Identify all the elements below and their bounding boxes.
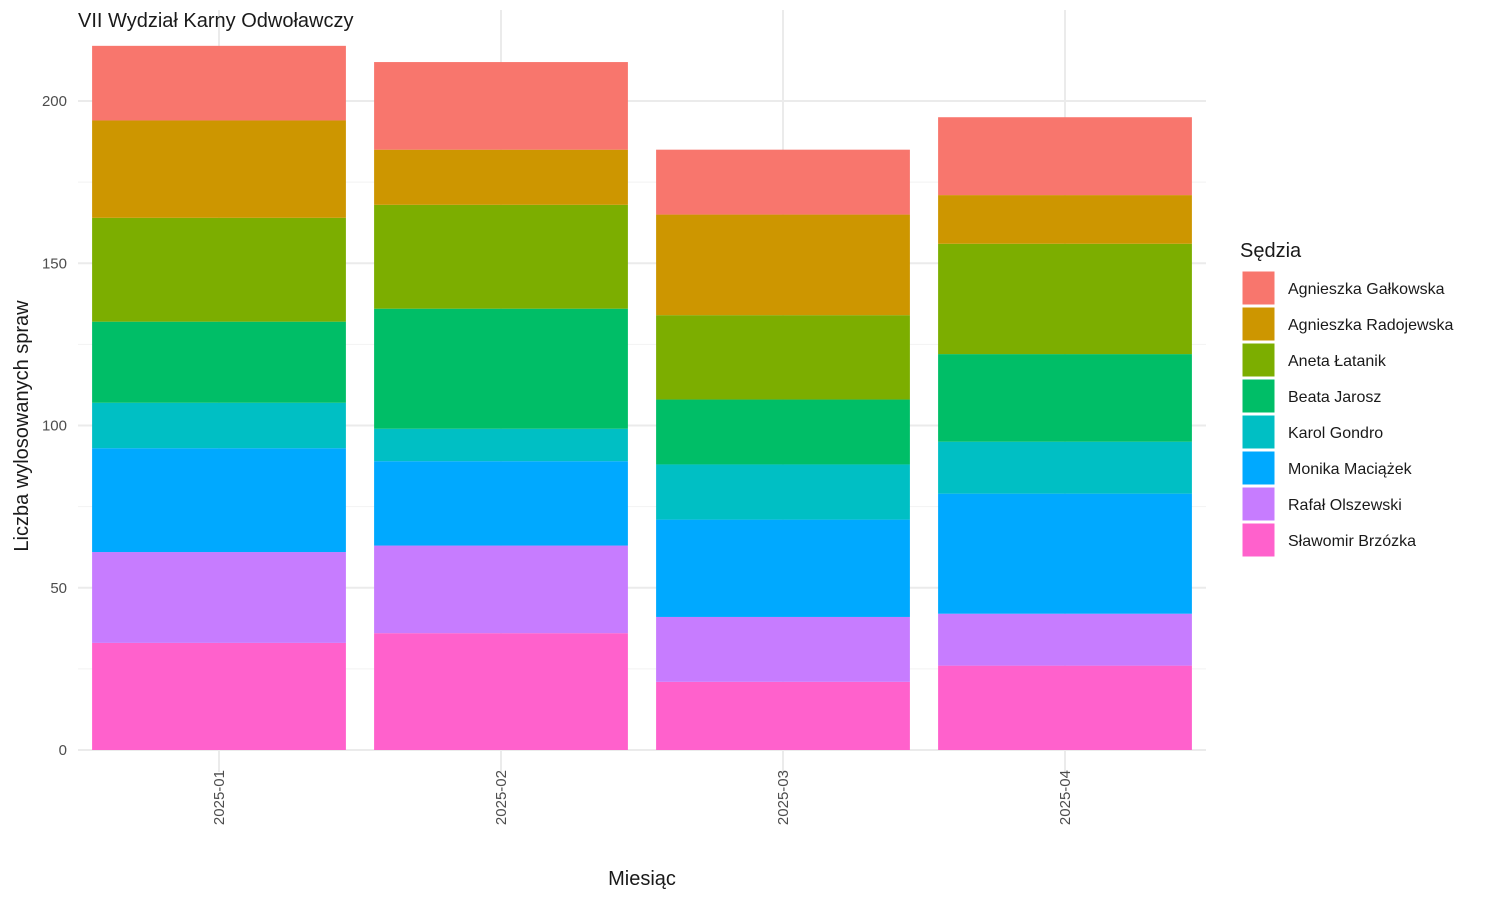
bar-segment <box>374 461 628 546</box>
bar-segment <box>656 616 910 682</box>
bar-segment <box>938 354 1192 442</box>
bar-segment <box>656 315 910 400</box>
bar-segment <box>656 399 910 465</box>
legend-label: Agnieszka Gałkowska <box>1288 281 1445 298</box>
bar-segment <box>938 665 1192 750</box>
y-tick-label: 50 <box>50 580 67 597</box>
bar-segment <box>92 45 346 121</box>
legend-key <box>1241 486 1276 522</box>
bar-segment <box>92 448 346 553</box>
y-tick-label: 0 <box>59 742 67 759</box>
bar-segment <box>92 321 346 403</box>
legend-key <box>1241 522 1276 558</box>
legend-key <box>1241 450 1276 486</box>
bar-segment <box>92 642 346 750</box>
bar-segment <box>938 243 1192 355</box>
legend-title: Sędzia <box>1240 240 1302 262</box>
bar-segment <box>374 204 628 309</box>
bar-segment <box>656 519 910 617</box>
legend-key <box>1241 306 1276 342</box>
bar-segment <box>374 633 628 750</box>
legend-key <box>1241 378 1276 414</box>
bar-segment <box>938 195 1192 244</box>
bar-segment <box>374 62 628 150</box>
bar-segment <box>656 149 910 215</box>
bar-segment <box>938 613 1192 666</box>
bar-segment <box>92 217 346 322</box>
bar-segment <box>656 214 910 316</box>
bar-segment <box>938 117 1192 196</box>
bar-segment <box>938 441 1192 494</box>
y-tick-label: 100 <box>42 418 67 435</box>
y-axis: 0 50 100 150 200 <box>42 93 67 759</box>
x-axis-title: Miesiąc <box>608 868 676 890</box>
legend: Sędzia Agnieszka Gałkowska Agnieszka Rado… <box>1240 240 1454 558</box>
legend-label: Karol Gondro <box>1288 425 1383 442</box>
bar-segment <box>656 681 910 750</box>
bar-segment <box>92 552 346 643</box>
legend-label: Rafał Olszewski <box>1288 497 1402 514</box>
legend-label: Beata Jarosz <box>1288 389 1381 406</box>
legend-label: Monika Maciążek <box>1288 461 1413 478</box>
bar-segment <box>92 120 346 218</box>
x-tick-label: 2025-04 <box>1057 770 1074 825</box>
bar-segment <box>938 493 1192 614</box>
y-tick-label: 200 <box>42 93 67 110</box>
legend-key <box>1241 270 1276 306</box>
legend-label: Aneta Łatanik <box>1288 353 1387 370</box>
bar-segment <box>374 545 628 634</box>
legend-label: Sławomir Brzózka <box>1288 533 1416 550</box>
bar-segment <box>92 402 346 449</box>
legend-key <box>1241 342 1276 378</box>
bar-segment <box>656 464 910 520</box>
legend-key <box>1241 414 1276 450</box>
bar-segment <box>374 149 628 205</box>
chart-title: VII Wydział Karny Odwoławczy <box>78 10 353 32</box>
legend-label: Agnieszka Radojewska <box>1288 317 1454 334</box>
x-axis: 2025-01 2025-02 2025-03 2025-04 <box>211 770 1074 825</box>
bars <box>92 45 1192 750</box>
x-tick-label: 2025-02 <box>493 770 510 825</box>
y-tick-label: 150 <box>42 255 67 272</box>
bar-segment <box>374 308 628 429</box>
bar-segment <box>374 428 628 462</box>
y-axis-title: Liczba wylosowanych spraw <box>11 300 33 552</box>
x-tick-label: 2025-03 <box>775 770 792 825</box>
x-tick-label: 2025-01 <box>211 770 228 825</box>
